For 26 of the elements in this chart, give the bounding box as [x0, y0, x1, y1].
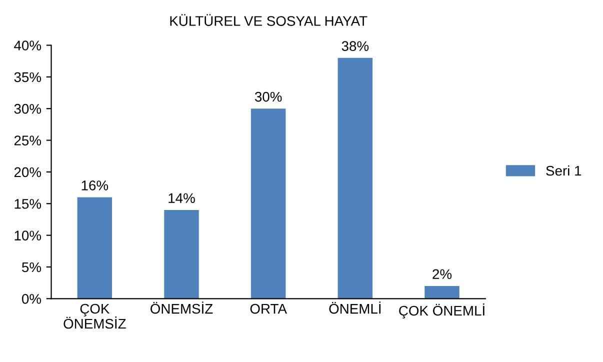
text: 16%	[82, 180, 108, 190]
text: 38%	[342, 41, 369, 52]
y-tick-label: 10%	[14, 230, 42, 240]
y-tick-label: 25%	[14, 136, 42, 146]
text: 2%	[432, 269, 452, 280]
y-tick-label: 30%	[14, 104, 42, 114]
x-tick-label: ORTA	[250, 304, 287, 314]
bar	[250, 108, 286, 299]
bar	[424, 286, 460, 299]
bar	[164, 210, 199, 299]
y-tick-label: 5%	[22, 262, 42, 272]
bar	[338, 58, 373, 299]
x-tick-label: ÖNEMLİ	[329, 302, 381, 314]
y-tick-label: 40%	[14, 40, 42, 50]
y-tick-label: 0%	[22, 294, 42, 304]
bar	[77, 197, 112, 299]
text: 30%	[254, 92, 282, 102]
x-tick-label: ÖNEMSİZ	[150, 302, 213, 314]
legend-label: Seri 1	[546, 165, 582, 176]
y-tick-label: 20%	[14, 167, 42, 178]
x-tick-label: ÇOK ÖNEMSİZ	[64, 304, 126, 329]
chart-title: KÜLTÜREL VE SOSYAL HAYAT	[170, 14, 368, 26]
text: 14%	[168, 193, 195, 203]
x-tick-label: ÇOK ÖNEMLİ	[399, 304, 484, 318]
y-tick-label: 35%	[14, 72, 42, 82]
y-tick-label: 15%	[14, 199, 42, 209]
